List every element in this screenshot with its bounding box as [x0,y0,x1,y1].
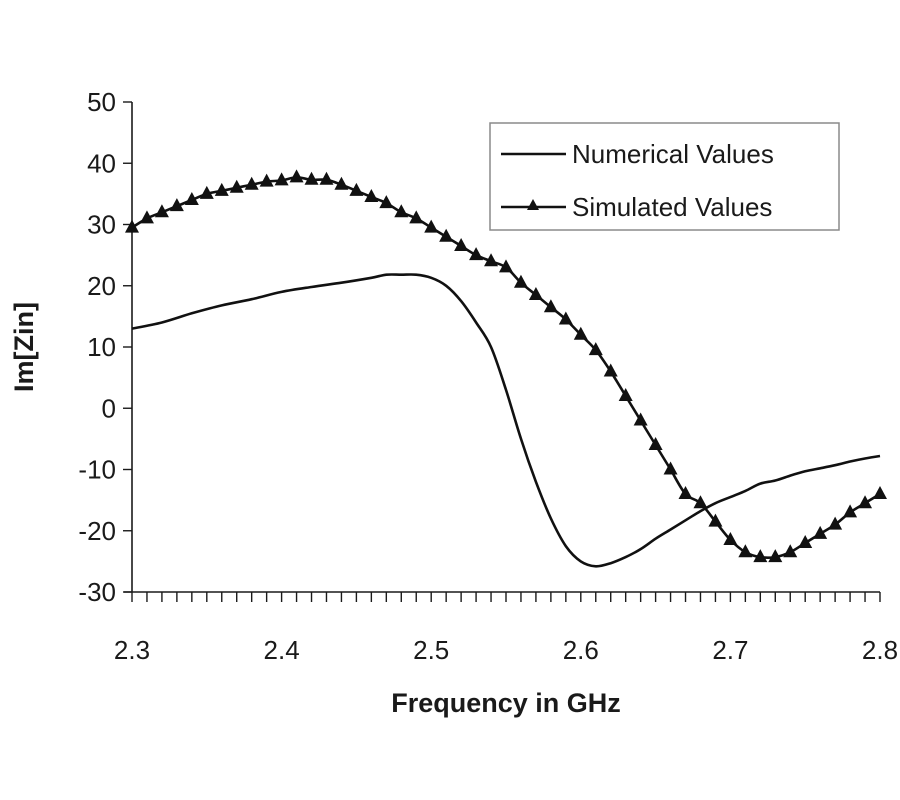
data-point-triangle [738,544,753,558]
data-point-triangle [454,237,469,251]
y-axis-title: Im[Zin] [9,302,39,392]
y-tick-label: 20 [87,271,116,301]
data-point-triangle [139,210,154,224]
data-point-triangle [334,176,349,190]
series-line [131,175,881,559]
x-tick-label: 2.5 [413,635,449,665]
x-tick-label: 2.7 [712,635,748,665]
data-point-triangle [274,172,289,186]
data-point-triangle [424,219,439,233]
y-tick-label: 50 [87,87,116,117]
data-point-triangle [858,495,873,509]
data-point-triangle [603,363,618,377]
data-point-triangle [798,535,813,548]
data-point-triangle [319,171,334,185]
data-point-triangle [783,544,798,558]
data-point-triangle [169,198,184,212]
data-point-triangle [439,228,454,242]
data-point-triangle [199,185,214,199]
data-point-triangle [633,412,648,426]
y-tick-label: 40 [87,148,116,178]
data-point-triangle [364,188,379,202]
y-tick-label: -20 [78,516,116,546]
data-point-triangle [289,169,304,183]
legend-marker-triangle [527,199,539,210]
data-point-triangle [528,286,543,300]
data-point-triangle [693,495,708,509]
data-point-triangle [558,311,573,325]
x-tick-label: 2.4 [264,635,300,665]
y-tick-label: -30 [78,577,116,607]
series-simulated-values [125,169,887,563]
data-point-triangle [349,182,364,196]
data-point-triangle [304,171,319,185]
y-tick-label: 30 [87,210,116,240]
legend-label-simulated: Simulated Values [572,192,772,222]
legend-label-numerical: Numerical Values [572,139,774,169]
data-point-triangle [813,525,828,539]
data-point-triangle [125,219,139,233]
data-point-triangle [873,486,887,499]
x-tick-label: 2.6 [563,635,599,665]
series-line [131,273,881,568]
series-numerical-values [131,273,881,568]
y-tick-label: 10 [87,332,116,362]
data-point-triangle [409,210,424,224]
data-point-triangle [663,461,678,475]
data-point-triangle [379,195,394,209]
series-layer [125,169,887,568]
x-axis-title: Frequency in GHz [391,688,621,718]
data-point-triangle [678,486,693,499]
legend: Numerical Values Simulated Values [489,122,840,231]
data-point-triangle [229,179,244,193]
data-point-triangle [543,299,558,313]
data-point-triangle [513,274,528,288]
data-point-triangle [753,549,768,563]
data-point-triangle [394,204,409,218]
data-point-triangle [469,247,484,261]
data-point-triangle [828,516,843,530]
data-point-triangle [573,326,588,340]
axes: 50 40 30 20 10 0 -10 -20 -30 2.3 2.4 2.5 2.6 2.7 2.8 [78,87,898,665]
data-point-triangle [154,204,169,218]
data-point-triangle [768,549,783,563]
x-tick-label: 2.8 [862,635,898,665]
y-tick-label: 0 [102,393,116,423]
data-point-triangle [184,192,199,205]
legend-box [489,122,840,231]
data-point-triangle [618,388,633,401]
data-point-triangle [484,253,499,267]
data-point-triangle [588,342,603,356]
data-point-triangle [244,176,259,190]
data-point-triangle [259,173,274,187]
data-point-triangle [843,504,858,518]
x-tick-label: 2.3 [114,635,150,665]
data-point-triangle [648,437,663,450]
data-point-triangle [723,531,738,545]
data-point-triangle [214,182,229,196]
data-point-triangle [499,259,513,273]
data-point-triangle [708,513,723,527]
y-tick-label: -10 [78,455,116,485]
